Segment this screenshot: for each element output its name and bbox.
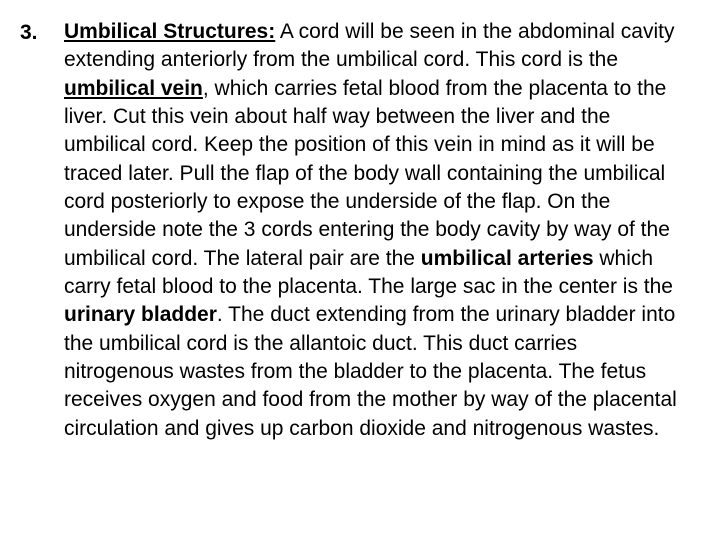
item-body: Umbilical Structures: A cord will be see… xyxy=(64,18,690,443)
term-urinary-bladder: urinary bladder xyxy=(64,303,217,326)
term-umbilical-vein: umbilical vein xyxy=(64,77,203,100)
page: 3. Umbilical Structures: A cord will be … xyxy=(0,0,720,540)
text-run-2: , which carries fetal blood from the pla… xyxy=(64,77,670,270)
item-number: 3. xyxy=(20,18,64,47)
list-item: 3. Umbilical Structures: A cord will be … xyxy=(20,18,690,443)
item-heading: Umbilical Structures: xyxy=(64,20,275,43)
term-umbilical-arteries: umbilical arteries xyxy=(421,247,594,270)
